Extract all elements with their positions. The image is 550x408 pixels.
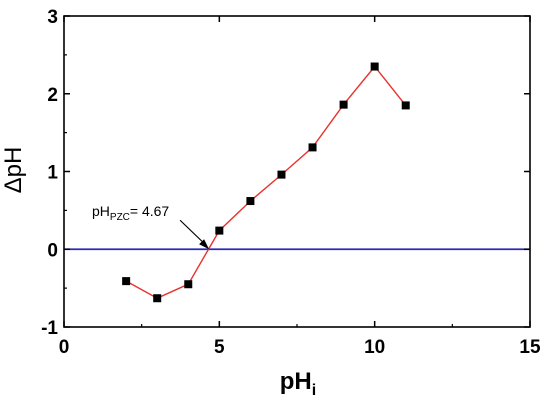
data-point-5: [277, 170, 286, 179]
y-axis-title: ΔpH: [0, 147, 27, 194]
annotation-label-value: = 4.67: [130, 203, 170, 219]
x-tick-label-3: 15: [519, 337, 541, 358]
plot-area: [63, 15, 531, 328]
x-tick-label-1: 5: [214, 337, 225, 358]
data-point-1: [153, 294, 162, 303]
x-tick-label-0: 0: [59, 337, 70, 358]
series-line-0: [125, 65, 407, 299]
data-point-4: [246, 197, 255, 206]
y-tick-label-0: -1: [41, 318, 58, 339]
data-point-0: [122, 277, 131, 286]
y-tick-label-3: 2: [47, 85, 58, 106]
y-tick-label-1: 0: [47, 240, 58, 261]
x-axis-title-sub: i: [312, 382, 316, 399]
x-axis-title-main: pH: [280, 368, 312, 395]
annotation-arrow-head: [199, 239, 210, 250]
data-point-8: [370, 62, 379, 71]
annotation-label-main: pH: [92, 203, 110, 219]
series-layer: [122, 62, 410, 303]
y-tick-label-4: 3: [47, 7, 58, 28]
data-point-6: [308, 143, 317, 152]
x-axis-title: pHi: [280, 368, 316, 399]
data-point-9: [401, 101, 410, 110]
annotation-arrow-line: [179, 219, 207, 246]
x-tick-label-2: 10: [364, 337, 385, 358]
plot-frame: [63, 15, 531, 328]
annotation-label: pHPZC= 4.67: [92, 203, 169, 223]
annotation-label-sub: PZC: [110, 212, 130, 223]
data-point-3: [215, 226, 224, 235]
y-tick-label-2: 1: [47, 163, 58, 184]
data-point-7: [339, 100, 348, 109]
data-point-2: [184, 280, 193, 289]
annotation-layer: pHPZC= 4.67: [92, 203, 210, 250]
